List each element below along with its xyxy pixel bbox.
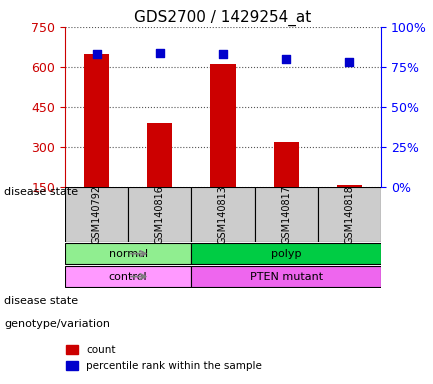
Text: GSM140818: GSM140818 xyxy=(344,185,355,244)
Bar xyxy=(210,64,236,187)
Bar xyxy=(147,123,172,187)
Text: GSM140792: GSM140792 xyxy=(91,185,102,244)
Text: normal: normal xyxy=(109,249,148,259)
FancyBboxPatch shape xyxy=(318,187,381,242)
Text: polyp: polyp xyxy=(271,249,301,259)
Bar xyxy=(337,185,362,187)
Text: PTEN mutant: PTEN mutant xyxy=(250,271,323,281)
Title: GDS2700 / 1429254_at: GDS2700 / 1429254_at xyxy=(134,9,312,25)
FancyBboxPatch shape xyxy=(65,266,191,287)
Text: genotype/variation: genotype/variation xyxy=(4,319,110,329)
Text: GSM140813: GSM140813 xyxy=(218,185,228,244)
FancyBboxPatch shape xyxy=(191,266,381,287)
Text: GSM140816: GSM140816 xyxy=(155,185,165,244)
Point xyxy=(346,59,353,65)
FancyBboxPatch shape xyxy=(191,243,381,264)
Point xyxy=(156,50,163,56)
Text: disease state: disease state xyxy=(4,296,78,306)
Bar xyxy=(84,54,109,187)
Point xyxy=(283,56,290,62)
Point xyxy=(93,51,100,57)
Point xyxy=(220,51,226,57)
Text: disease state: disease state xyxy=(4,187,78,197)
Text: control: control xyxy=(109,271,148,281)
Bar xyxy=(274,142,299,187)
FancyBboxPatch shape xyxy=(255,187,318,242)
FancyBboxPatch shape xyxy=(65,187,128,242)
FancyBboxPatch shape xyxy=(128,187,191,242)
Legend: count, percentile rank within the sample: count, percentile rank within the sample xyxy=(61,341,267,375)
Text: GSM140817: GSM140817 xyxy=(281,185,291,244)
FancyBboxPatch shape xyxy=(65,243,191,264)
FancyBboxPatch shape xyxy=(191,187,255,242)
